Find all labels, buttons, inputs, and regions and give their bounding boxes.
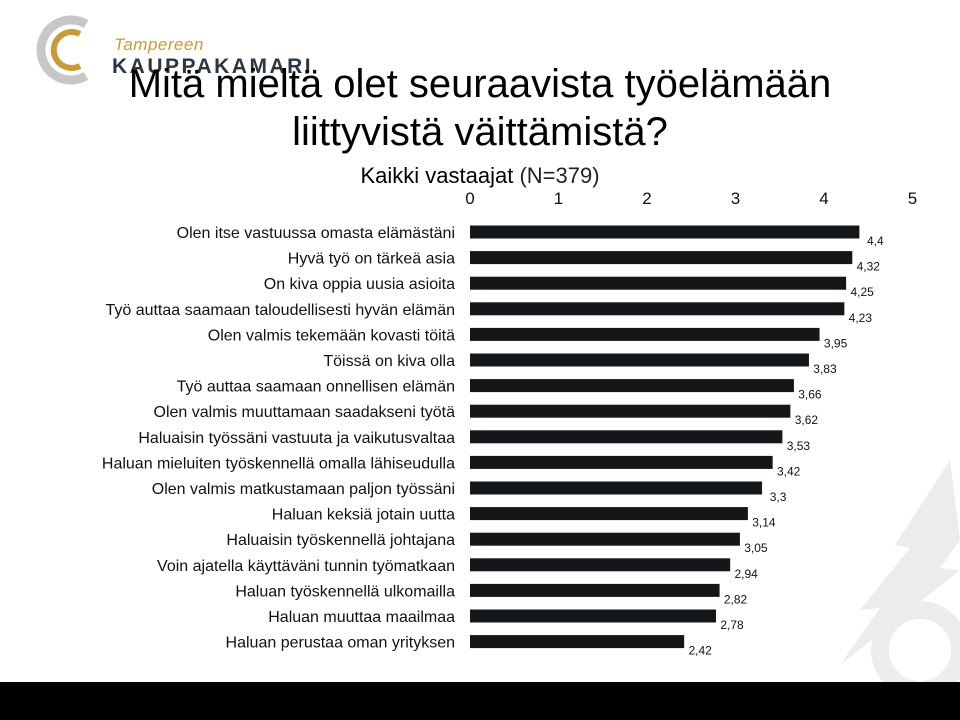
value-label: 3,05 [744, 541, 768, 555]
category-label: Haluan keksiä jotain uutta [272, 507, 455, 524]
footer-bar [0, 682, 960, 720]
value-label: 3,53 [787, 439, 811, 453]
bar [470, 455, 773, 469]
bar [470, 583, 720, 597]
bar-series [470, 225, 860, 649]
x-tick-label: 2 [642, 189, 651, 208]
value-label: 3,95 [824, 336, 848, 350]
category-label: Voin ajatella käyttäväni tunnin työmatka… [157, 558, 455, 575]
logo-mark [36, 15, 89, 85]
bar [470, 507, 748, 521]
value-label: 4,25 [850, 285, 874, 299]
value-labels: 4,4 4,32 4,25 4,233,95 3,83 3,66 3,62 3,53 3,42 3… [688, 234, 884, 658]
value-label: 2,78 [720, 618, 744, 632]
category-label: Töissä on kiva olla [323, 353, 455, 370]
bar [470, 302, 845, 316]
value-label: 4,32 [857, 260, 881, 274]
category-label: On kiva oppia uusia asioita [264, 276, 455, 293]
bar [470, 251, 853, 265]
chart-subtitle: Kaikki vastaajat (N=379) [0, 163, 960, 189]
bar [470, 481, 763, 495]
category-label: Haluaisin työskennellä johtajana [226, 532, 455, 549]
logo: Tampereen KAUPPAKAMARI [28, 10, 311, 90]
category-label: Olen valmis muuttamaan saadakseni työtä [154, 404, 456, 421]
category-labels: Olen itse vastuussa omasta elämästäni Hyv… [102, 225, 455, 652]
category-label: Olen valmis matkustamaan paljon työssäni [152, 481, 455, 498]
x-tick-label: 4 [819, 189, 828, 208]
category-label: Hyvä työ on tärkeä asia [288, 251, 455, 268]
category-label: Työ auttaa saamaan onnellisen elämän [177, 379, 455, 396]
value-label: 4,23 [849, 311, 873, 325]
value-label: 2,94 [735, 567, 759, 581]
category-label: Haluaisin työssäni vastuuta ja vaikutusv… [138, 430, 455, 447]
category-label: Työ auttaa saamaan taloudellisesti hyvän… [105, 302, 455, 319]
category-label: Olen valmis tekemään kovasti töitä [208, 327, 455, 344]
bar [470, 430, 783, 444]
x-axis-ticks: 0 1 2 3 4 5 [465, 189, 917, 208]
bar [470, 353, 809, 367]
bar [470, 379, 794, 393]
bar [470, 635, 685, 649]
x-tick-label: 5 [908, 189, 917, 208]
logo-line1: Tampereen [114, 35, 204, 54]
category-label: Haluan työskennellä ulkomailla [235, 583, 455, 600]
bar [470, 558, 731, 572]
page-title: Mitä mieltä olet seuraavista työelämään … [128, 62, 832, 154]
value-label: 3,42 [777, 464, 801, 478]
logo-line2: KAUPPAKAMARI [112, 55, 314, 78]
value-label: 3,3 [770, 490, 787, 504]
category-label: Olen itse vastuussa omasta elämästäni [177, 225, 455, 242]
decorative-watermark-icon [840, 460, 960, 682]
category-label: Haluan perustaa oman yrityksen [226, 635, 455, 652]
value-label: 3,66 [798, 388, 822, 402]
category-label: Haluan mieluiten työskennellä omalla läh… [102, 455, 455, 472]
subtitle-sample-size: (N=379) [519, 163, 600, 188]
x-tick-label: 0 [465, 189, 474, 208]
x-tick-label: 3 [731, 189, 740, 208]
value-label: 3,14 [752, 516, 776, 530]
bar [470, 404, 791, 418]
bar-chart: 0 1 2 3 4 5 Olen itse vastuussa omasta elämäs… [102, 189, 917, 658]
subtitle-main: Kaikki vastaajat [360, 163, 514, 188]
bar [470, 327, 820, 341]
value-label: 2,42 [688, 644, 712, 658]
x-tick-label: 1 [554, 189, 563, 208]
bar [470, 225, 860, 239]
value-label: 2,82 [724, 592, 748, 606]
value-label: 3,83 [813, 362, 837, 376]
value-label: 3,62 [795, 413, 819, 427]
category-label: Haluan muuttaa maailmaa [268, 609, 455, 626]
value-label: 4,4 [867, 234, 884, 248]
bar [470, 276, 847, 290]
bar [470, 609, 717, 623]
bar [470, 532, 740, 546]
